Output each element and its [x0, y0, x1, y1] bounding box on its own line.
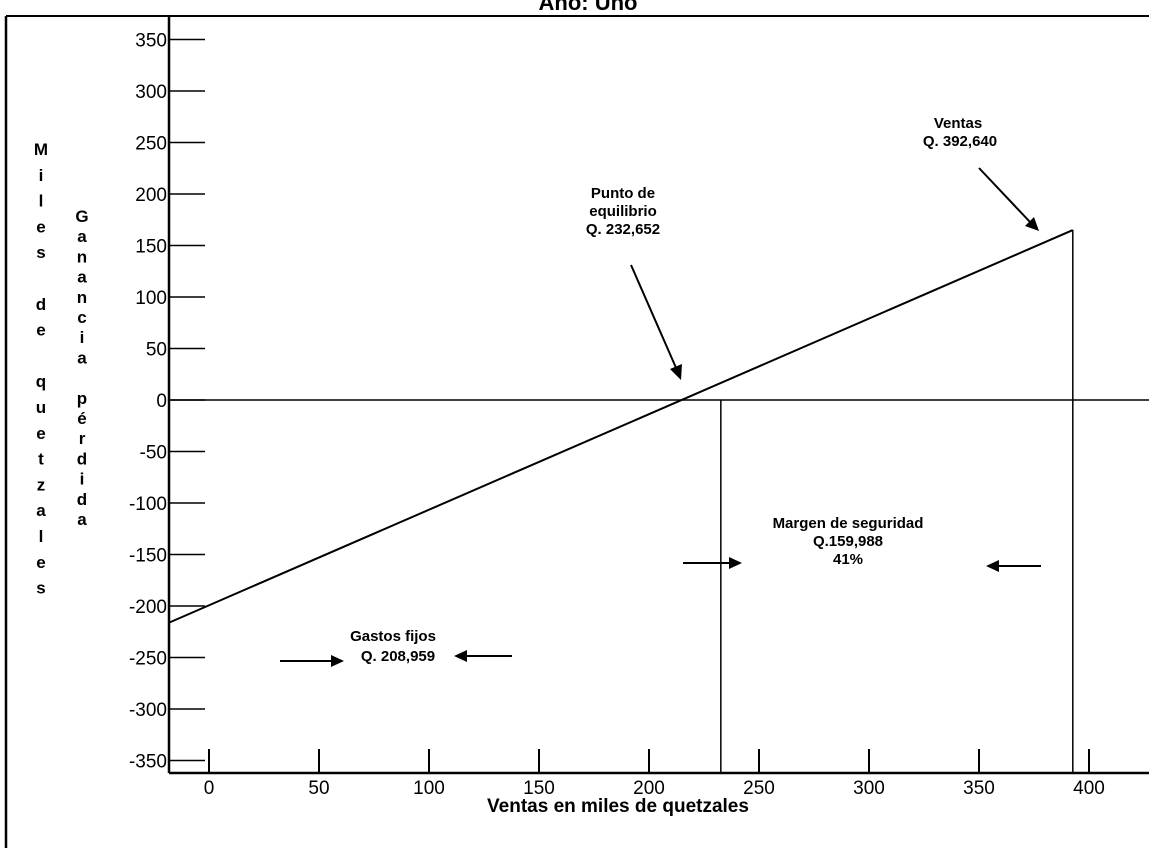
- y-tick-label: 350: [135, 31, 167, 52]
- x-tick-label: 300: [853, 778, 885, 799]
- y-tick-label: 0: [156, 391, 167, 412]
- margen-label-line1: Margen de seguridad: [773, 515, 924, 532]
- y-label-inner-letter: d: [77, 449, 87, 468]
- y-tick-label: 100: [135, 288, 167, 309]
- chart-title: Año: Uno: [539, 0, 638, 15]
- y-label-outer-letter: l: [39, 192, 44, 211]
- y-label-inner-letter: G: [75, 207, 88, 226]
- y-tick-label: -150: [129, 546, 167, 567]
- y-label-outer-letter: z: [37, 475, 46, 494]
- margen-arrowhead-left: [986, 560, 999, 572]
- x-tick-label: 0: [204, 778, 215, 799]
- y-tick-label: -350: [129, 752, 167, 773]
- x-tick-label: 350: [963, 778, 995, 799]
- y-tick-label: -50: [140, 443, 167, 464]
- y-tick-label: 250: [135, 134, 167, 155]
- breakeven-label-line1: Punto de: [591, 185, 655, 202]
- y-label-outer-letter: d: [36, 295, 46, 314]
- y-label-inner-letter: a: [77, 348, 87, 367]
- series-layer: [169, 229, 1074, 624]
- ventas-arrowhead: [1025, 217, 1039, 231]
- profit-line: [169, 229, 1074, 624]
- ventas-label-line2: Q. 392,640: [923, 133, 997, 150]
- annotation-gastos-fijos: Gastos fijos Q. 208,959: [280, 628, 512, 667]
- y-label-outer-letter: s: [36, 243, 45, 262]
- annotation-ventas: Ventas Q. 392,640: [923, 115, 1039, 231]
- x-tick-label: 250: [743, 778, 775, 799]
- y-label-inner-letter: é: [77, 409, 86, 428]
- y-tick-label: -200: [129, 597, 167, 618]
- y-label-inner-letter: d: [77, 490, 87, 509]
- y-label-outer-letter: s: [36, 579, 45, 598]
- y-tick-label: 300: [135, 82, 167, 103]
- y-label-inner-letter: c: [77, 308, 86, 327]
- y-label-outer-letter: e: [36, 217, 45, 236]
- y-tick-label: -100: [129, 494, 167, 515]
- ventas-label-line1: Ventas: [934, 115, 982, 132]
- y-label-outer-letter: e: [36, 321, 45, 340]
- x-tick-label: 100: [413, 778, 445, 799]
- x-tick-label: 150: [523, 778, 555, 799]
- y-tick-label: -250: [129, 649, 167, 670]
- y-label-inner-letter: n: [77, 288, 87, 307]
- ventas-arrow: [978, 167, 1031, 223]
- y-label-inner-letter: n: [77, 247, 87, 266]
- y-label-inner-letter: a: [77, 268, 87, 287]
- gastos-label-line1: Gastos fijos: [350, 628, 436, 645]
- y-label-inner-letter: a: [77, 227, 87, 246]
- y-label-outer-letter: e: [36, 553, 45, 572]
- breakeven-arrow: [630, 264, 678, 371]
- x-tick-label: 400: [1073, 778, 1105, 799]
- y-label-outer-letter: a: [36, 501, 46, 520]
- margen-label-line3: 41%: [833, 551, 863, 568]
- y-tick-label: 50: [146, 340, 167, 361]
- y-label-outer-letter: i: [39, 166, 44, 185]
- y-label-outer-letter: q: [36, 372, 46, 391]
- x-axis-label: Ventas en miles de quetzales: [487, 796, 749, 817]
- y-label-inner-letter: r: [79, 429, 86, 448]
- reference-lines: [169, 230, 1149, 773]
- y-axis-ticks: 350 300 250 200 150 100 50 0 -50 -100 -150 -200 -250…: [129, 31, 205, 773]
- y-label-inner-letter: p: [77, 389, 87, 408]
- gastos-arrowhead-right: [331, 655, 344, 667]
- gastos-label-line2: Q. 208,959: [361, 648, 435, 665]
- y-label-outer-letter: u: [36, 398, 46, 417]
- margen-label-line2: Q.159,988: [813, 533, 883, 550]
- gastos-arrowhead-left: [454, 650, 467, 662]
- x-tick-label: 50: [308, 778, 329, 799]
- margen-arrowhead-right: [729, 557, 742, 569]
- breakeven-label-line2: equilibrio: [589, 203, 657, 220]
- y-label-inner-letter: i: [80, 328, 85, 347]
- y-label-outer-letter: e: [36, 424, 45, 443]
- y-label-inner-letter: i: [80, 470, 85, 489]
- y-tick-label: -300: [129, 700, 167, 721]
- y-tick-label: 200: [135, 185, 167, 206]
- breakeven-arrowhead: [670, 364, 682, 380]
- annotation-margen: Margen de seguridad Q.159,988 41%: [683, 515, 1041, 572]
- breakeven-label-line3: Q. 232,652: [586, 221, 660, 238]
- annotation-breakeven: Punto de equilibrio Q. 232,652: [586, 185, 682, 380]
- y-label-outer-letter: t: [38, 450, 44, 469]
- y-label-outer-letter: l: [39, 527, 44, 546]
- x-axis-ticks: 0 50 100 150 200 250 300 350 400: [204, 749, 1105, 799]
- y-tick-label: 150: [135, 237, 167, 258]
- y-label-inner-letter: a: [77, 510, 87, 529]
- y-label-outer-letter: M: [34, 140, 48, 159]
- x-tick-label: 200: [633, 778, 665, 799]
